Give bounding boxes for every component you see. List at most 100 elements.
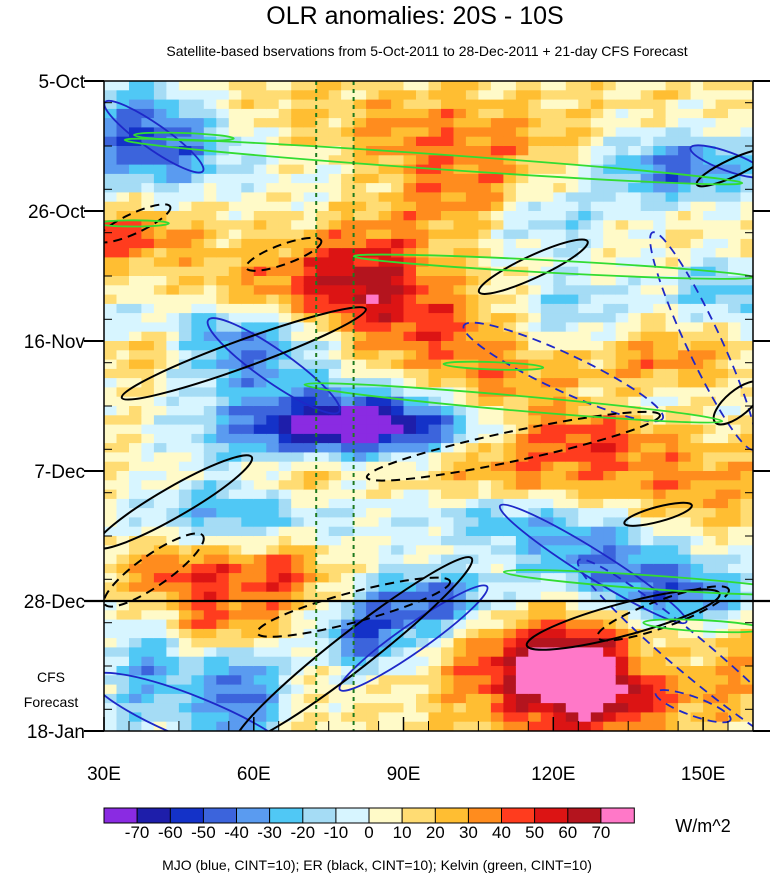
anomaly-shading (104, 81, 753, 731)
anomaly-cell (341, 155, 355, 166)
anomaly-cell (565, 498, 579, 509)
anomaly-cell (540, 396, 554, 407)
anomaly-cell (441, 350, 455, 361)
anomaly-cell (228, 693, 242, 704)
anomaly-cell (465, 81, 479, 91)
anomaly-cell (378, 461, 392, 472)
x-tick-label: 90E (387, 764, 421, 785)
anomaly-cell (116, 443, 130, 453)
anomaly-cell (241, 164, 255, 175)
anomaly-cell (366, 368, 380, 379)
anomaly-cell (228, 536, 242, 546)
anomaly-cell (703, 220, 717, 231)
anomaly-cell (653, 638, 667, 648)
anomaly-cell (316, 582, 330, 593)
anomaly-cell (441, 118, 455, 128)
anomaly-cell (428, 610, 442, 621)
x-tick-label: 60E (237, 764, 271, 785)
anomaly-cell (728, 619, 742, 630)
anomaly-cell (603, 183, 617, 193)
anomaly-cell (465, 229, 479, 240)
anomaly-cell (353, 108, 367, 119)
anomaly-cell (428, 675, 442, 686)
anomaly-cell (104, 303, 118, 314)
anomaly-cell (515, 545, 529, 556)
anomaly-cell (328, 573, 342, 583)
anomaly-cell (378, 480, 392, 491)
anomaly-cell (640, 211, 654, 221)
anomaly-cell (403, 721, 417, 731)
anomaly-cell (403, 229, 417, 240)
anomaly-cell (553, 693, 567, 704)
anomaly-cell (228, 378, 242, 388)
anomaly-cell (129, 582, 143, 593)
anomaly-cell (178, 257, 192, 268)
anomaly-cell (665, 554, 679, 565)
anomaly-cell (366, 331, 380, 342)
y-tick-label: 16-Nov (24, 332, 86, 353)
anomaly-cell (316, 508, 330, 518)
anomaly-cell (728, 359, 742, 370)
anomaly-cell (740, 276, 753, 286)
anomaly-cell (578, 294, 592, 305)
anomaly-cell (416, 675, 430, 686)
anomaly-cell (303, 90, 317, 101)
anomaly-cell (441, 628, 455, 639)
anomaly-cell (378, 127, 392, 138)
anomaly-cell (129, 443, 143, 453)
anomaly-cell (453, 331, 467, 342)
anomaly-cell (603, 146, 617, 156)
anomaly-cell (129, 489, 143, 500)
anomaly-cell (391, 322, 405, 333)
anomaly-cell (465, 118, 479, 128)
anomaly-cell (703, 712, 717, 723)
anomaly-cell (615, 238, 629, 249)
anomaly-cell (378, 396, 392, 407)
anomaly-cell (715, 108, 729, 119)
anomaly-cell (715, 294, 729, 305)
anomaly-cell (241, 536, 255, 546)
anomaly-cell (503, 443, 517, 453)
anomaly-cell (603, 155, 617, 166)
anomaly-cell (166, 489, 180, 500)
anomaly-cell (678, 489, 692, 500)
anomaly-cell (653, 331, 667, 342)
y-tick-label: 26-Oct (28, 202, 86, 223)
anomaly-cell (391, 201, 405, 212)
anomaly-cell (366, 266, 380, 277)
anomaly-cell (303, 303, 317, 314)
anomaly-cell (116, 313, 130, 323)
anomaly-cell (104, 675, 118, 686)
anomaly-cell (303, 452, 317, 463)
anomaly-cell (578, 703, 592, 713)
anomaly-cell (153, 313, 167, 323)
anomaly-cell (590, 563, 604, 574)
anomaly-cell (153, 498, 167, 509)
anomaly-cell (640, 229, 654, 240)
anomaly-cell (104, 313, 118, 323)
anomaly-cell (603, 563, 617, 574)
anomaly-cell (129, 536, 143, 546)
anomaly-cell (403, 322, 417, 333)
anomaly-cell (553, 591, 567, 602)
anomaly-cell (191, 257, 205, 268)
anomaly-cell (278, 285, 292, 296)
anomaly-cell (565, 554, 579, 565)
anomaly-cell (191, 610, 205, 621)
anomaly-cell (528, 285, 542, 296)
anomaly-cell (104, 712, 118, 723)
anomaly-cell (453, 136, 467, 147)
anomaly-cell (740, 201, 753, 212)
anomaly-cell (728, 628, 742, 639)
anomaly-cell (603, 192, 617, 203)
anomaly-cell (678, 703, 692, 713)
anomaly-cell (515, 693, 529, 704)
anomaly-cell (291, 489, 305, 500)
anomaly-cell (366, 90, 380, 101)
anomaly-cell (503, 489, 517, 500)
anomaly-cell (178, 229, 192, 240)
anomaly-cell (703, 127, 717, 138)
anomaly-cell (665, 461, 679, 472)
anomaly-cell (416, 90, 430, 101)
anomaly-cell (665, 443, 679, 453)
